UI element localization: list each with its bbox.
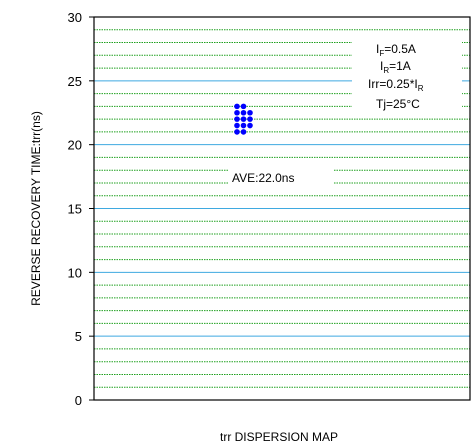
y-axis-label: REVERSE RECOVERY TIME:trr(ns) — [29, 111, 43, 306]
y-tick-label: 25 — [68, 74, 82, 89]
data-point — [240, 122, 247, 129]
y-tick-label: 30 — [68, 10, 82, 25]
data-point — [240, 116, 247, 122]
y-tick-label: 15 — [68, 202, 82, 217]
data-point — [240, 109, 247, 116]
condition-tj: Tj=25°C — [376, 97, 420, 111]
y-tick-label: 0 — [75, 393, 82, 408]
data-point — [234, 129, 240, 135]
y-tick-label: 5 — [75, 329, 82, 344]
data-point — [247, 116, 253, 122]
average-annotation: AVE:22.0ns — [228, 168, 334, 186]
condition-if: IF=0.5A — [376, 42, 416, 58]
condition-irr: Irr=0.25*IR — [368, 77, 424, 93]
data-point — [234, 103, 240, 110]
data-point — [240, 129, 247, 135]
conditions-box: IF=0.5A IR=1A Irr=0.25*IR Tj=25°C — [352, 36, 462, 116]
data-point — [234, 122, 240, 129]
data-point — [247, 109, 253, 116]
data-points — [234, 103, 253, 135]
y-axis-ticks: 0 5 10 15 20 25 30 — [68, 10, 94, 408]
condition-ir: IR=1A — [380, 59, 411, 75]
x-axis-label: trr DISPERSION MAP — [220, 430, 338, 444]
y-tick-label: 10 — [68, 265, 82, 280]
average-label: AVE:22.0ns — [232, 171, 294, 185]
data-point — [247, 122, 253, 129]
y-tick-label: 20 — [68, 138, 82, 153]
data-point — [234, 109, 240, 116]
data-point — [234, 116, 240, 122]
data-point — [240, 103, 247, 110]
